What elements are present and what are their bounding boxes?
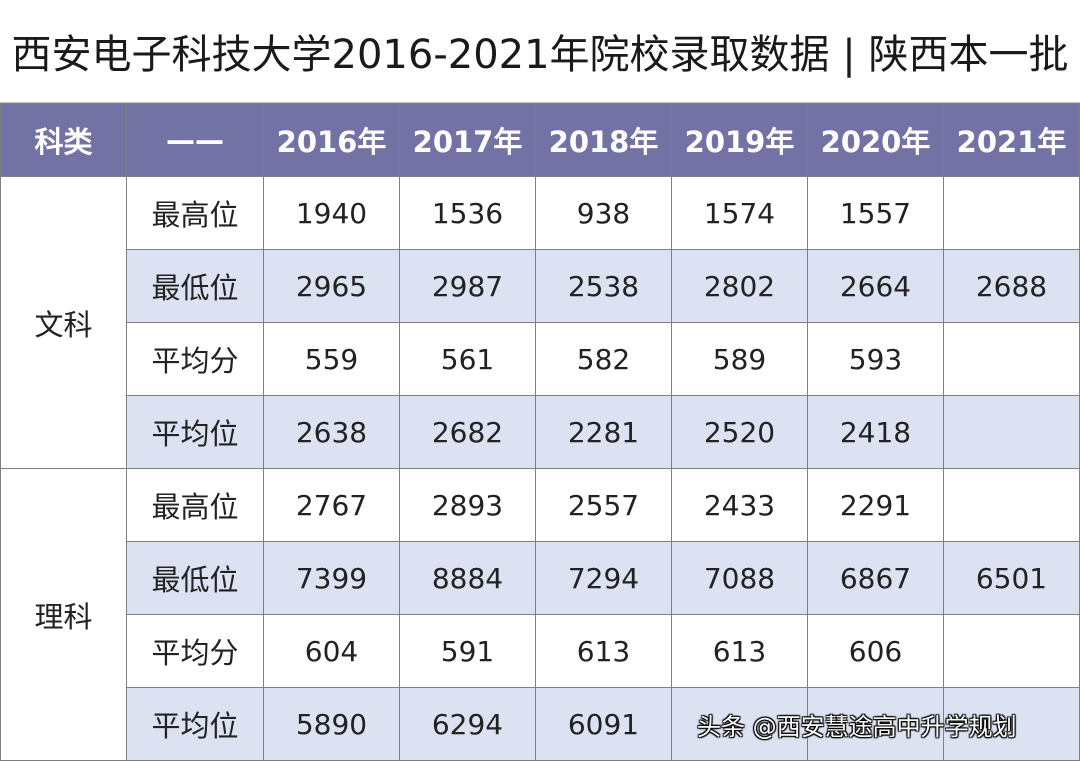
table-cell: 1574 bbox=[671, 176, 808, 250]
metric-label: 平均分 bbox=[126, 322, 264, 396]
admission-table: 科类 —— 2016年 2017年 2018年 2019年 2020年 2021… bbox=[0, 103, 1080, 761]
table-cell: 7088 bbox=[671, 541, 808, 615]
table-cell: 2638 bbox=[263, 395, 400, 469]
metric-label: 最低位 bbox=[126, 249, 264, 323]
header-dash: —— bbox=[126, 103, 264, 177]
table-row: 平均分 604 591 613 613 606 bbox=[1, 614, 1080, 688]
table-cell: 2664 bbox=[807, 249, 944, 323]
table-cell: 1536 bbox=[399, 176, 536, 250]
table-row: 文科 最高位 1940 1536 938 1574 1557 bbox=[0, 176, 1080, 469]
table-cell: 2987 bbox=[399, 249, 536, 323]
table-cell bbox=[943, 468, 1080, 542]
table-cell: 8884 bbox=[399, 541, 536, 615]
table-row: 最低位 7399 8884 7294 7088 6867 6501 bbox=[1, 541, 1080, 615]
table-cell: 2538 bbox=[535, 249, 672, 323]
header-year-2021: 2021年 bbox=[943, 103, 1080, 177]
table-cell bbox=[943, 687, 1080, 761]
table-cell: 613 bbox=[535, 614, 672, 688]
table-cell bbox=[807, 687, 944, 761]
metric-label: 平均位 bbox=[126, 395, 264, 469]
metric-label: 最高位 bbox=[126, 468, 264, 542]
table-cell bbox=[943, 322, 1080, 396]
header-year-2016: 2016年 bbox=[263, 103, 400, 177]
table-cell: 2520 bbox=[671, 395, 808, 469]
table-cell: 604 bbox=[263, 614, 400, 688]
table-cell: 613 bbox=[671, 614, 808, 688]
table-cell: 589 bbox=[671, 322, 808, 396]
table-cell: 2682 bbox=[399, 395, 536, 469]
header-year-2020: 2020年 bbox=[807, 103, 944, 177]
table-cell: 6867 bbox=[807, 541, 944, 615]
table-cell: 2557 bbox=[535, 468, 672, 542]
header-subject: 科类 bbox=[0, 103, 127, 177]
table-cell: 591 bbox=[399, 614, 536, 688]
watermark-text: 头条 @西安慧途高中升学规划 bbox=[697, 713, 1017, 741]
table-cell bbox=[943, 395, 1080, 469]
table-cell: 938 bbox=[535, 176, 672, 250]
table-cell: 5890 bbox=[263, 687, 400, 761]
table-cell: 6501 bbox=[943, 541, 1080, 615]
table-cell: 561 bbox=[399, 322, 536, 396]
metric-label: 平均分 bbox=[126, 614, 264, 688]
table-row: 最低位 2965 2987 2538 2802 2664 2688 bbox=[1, 249, 1080, 323]
table-cell: 2893 bbox=[399, 468, 536, 542]
table-cell: 606 bbox=[807, 614, 944, 688]
table-cell: 2802 bbox=[671, 249, 808, 323]
table-cell: 2965 bbox=[263, 249, 400, 323]
header-row: 科类 —— 2016年 2017年 2018年 2019年 2020年 2021… bbox=[0, 103, 1080, 177]
table-row: 平均分 559 561 582 589 593 bbox=[1, 322, 1080, 396]
table-cell: 6294 bbox=[399, 687, 536, 761]
table-cell: 2688 bbox=[943, 249, 1080, 323]
table-cell: 2767 bbox=[263, 468, 400, 542]
header-year-2017: 2017年 bbox=[399, 103, 536, 177]
table-row: 理科 最高位 2767 2893 2557 2433 2291 bbox=[0, 468, 1080, 761]
table-cell: 2433 bbox=[671, 468, 808, 542]
metric-label: 平均位 bbox=[126, 687, 264, 761]
subject-cell-arts: 文科 bbox=[0, 176, 127, 469]
table-row: 平均位 5890 6294 6091 bbox=[1, 687, 1080, 761]
table-cell: 2418 bbox=[807, 395, 944, 469]
table-cell: 7399 bbox=[263, 541, 400, 615]
metric-label: 最高位 bbox=[126, 176, 264, 250]
table-cell: 593 bbox=[807, 322, 944, 396]
table-cell: 582 bbox=[535, 322, 672, 396]
table-cell bbox=[943, 614, 1080, 688]
table-cell: 7294 bbox=[535, 541, 672, 615]
table-cell: 6091 bbox=[535, 687, 672, 761]
table-row: 平均位 2638 2682 2281 2520 2418 bbox=[1, 395, 1080, 469]
header-year-2019: 2019年 bbox=[671, 103, 808, 177]
header-year-2018: 2018年 bbox=[535, 103, 672, 177]
table-cell: 1940 bbox=[263, 176, 400, 250]
table-cell: 2281 bbox=[535, 395, 672, 469]
page-title: 西安电子科技大学2016-2021年院校录取数据 | 陕西本一批 bbox=[0, 0, 1080, 103]
table-cell: 559 bbox=[263, 322, 400, 396]
table-cell: 1557 bbox=[807, 176, 944, 250]
table-cell: 2291 bbox=[807, 468, 944, 542]
subject-cell-science: 理科 bbox=[0, 468, 127, 761]
table-cell bbox=[943, 176, 1080, 250]
metric-label: 最低位 bbox=[126, 541, 264, 615]
